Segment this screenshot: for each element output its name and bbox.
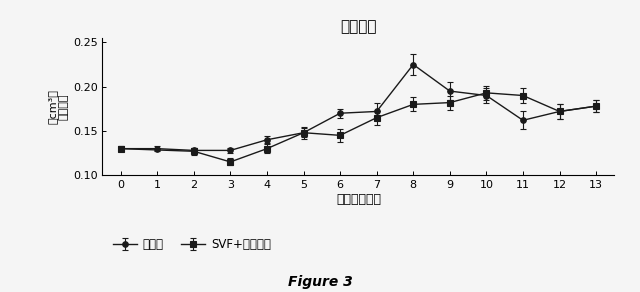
Title: 脚部体積: 脚部体積 bbox=[340, 19, 377, 34]
Y-axis label: （cm³）
脚部体積: （cm³） 脚部体積 bbox=[47, 89, 68, 124]
Text: Figure 3: Figure 3 bbox=[287, 275, 353, 289]
X-axis label: 時間（日数）: 時間（日数） bbox=[336, 193, 381, 206]
Legend: 賦形剤, SVF+脂肪細胞: 賦形剤, SVF+脂肪細胞 bbox=[108, 233, 275, 256]
